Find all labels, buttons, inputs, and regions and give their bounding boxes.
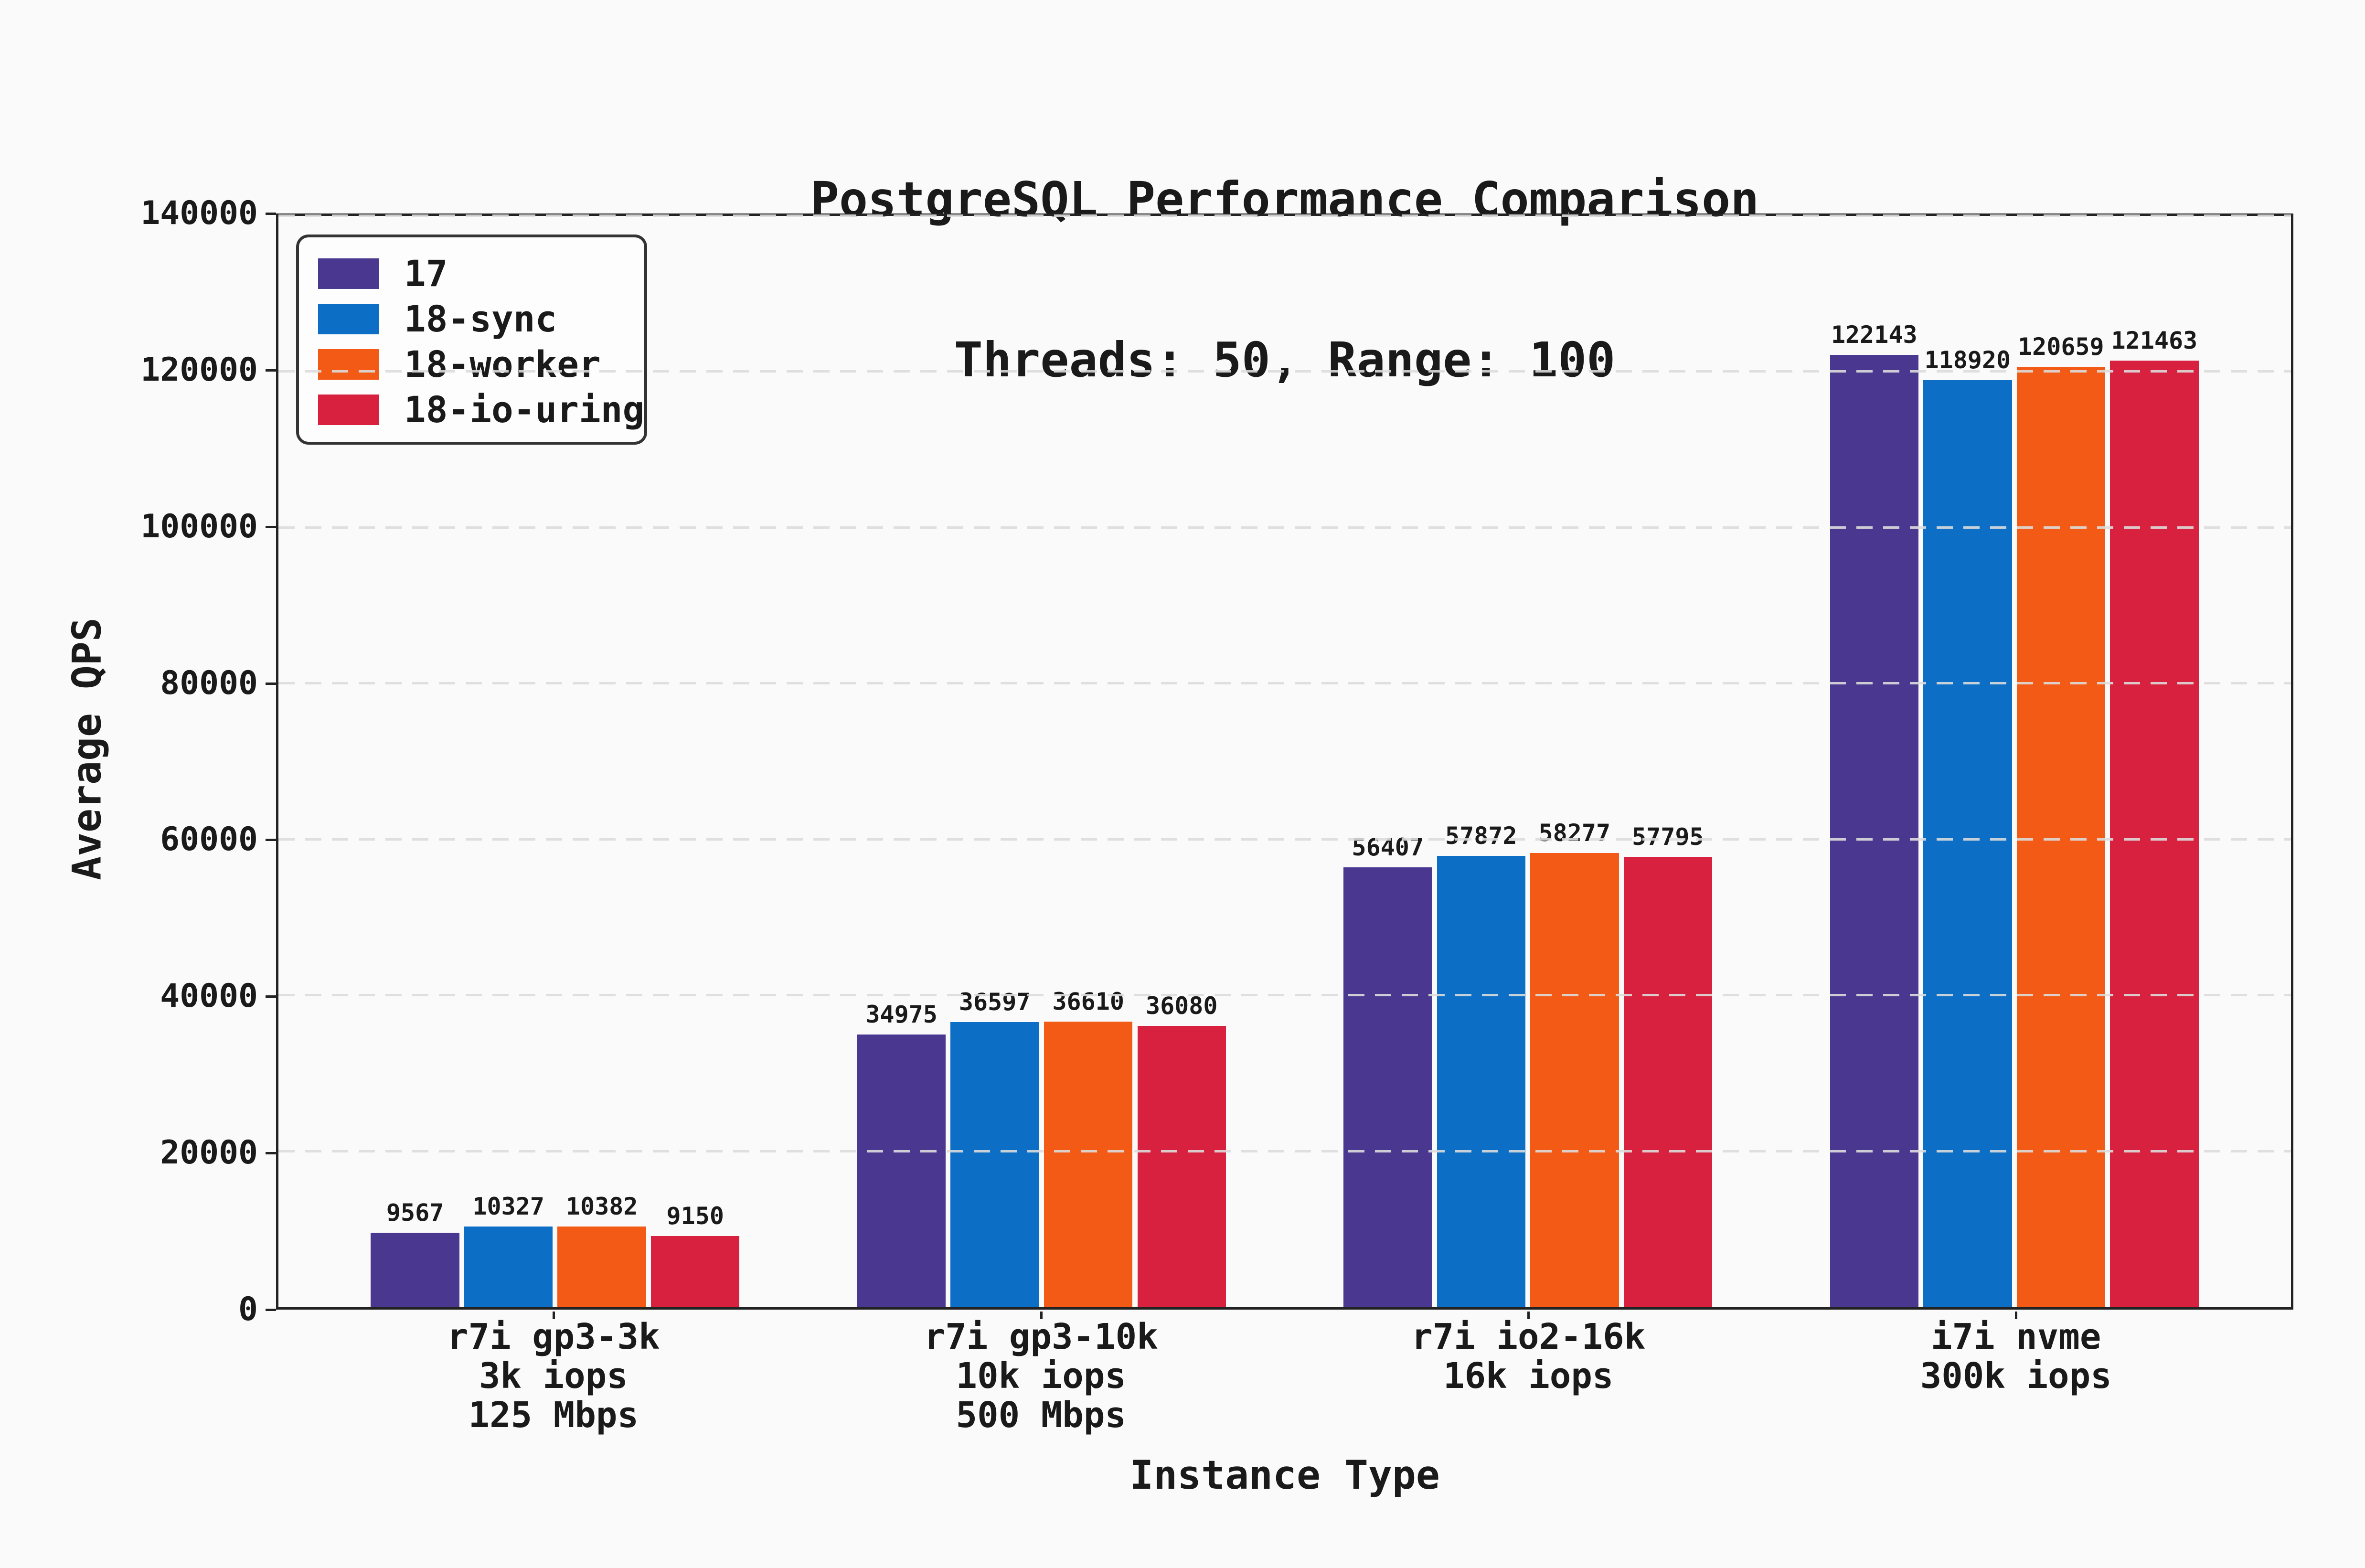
y-tick-mark xyxy=(266,682,276,685)
bar-18-worker-1 xyxy=(1044,1022,1133,1307)
y-tick-label-80000: 80000 xyxy=(160,664,258,702)
bar-value-label: 121463 xyxy=(2111,326,2198,354)
y-tick-label-20000: 20000 xyxy=(160,1134,258,1172)
gridline-140000 xyxy=(278,214,2291,217)
x-tick-mark xyxy=(552,1312,555,1319)
y-tick-label-40000: 40000 xyxy=(160,977,258,1015)
bar-18-sync-3 xyxy=(1923,380,2012,1307)
bar-value-label: 36610 xyxy=(1052,988,1124,1016)
legend-label: 18-sync xyxy=(404,298,557,340)
y-tick-mark xyxy=(266,525,276,528)
bar-17-2 xyxy=(1343,867,1432,1307)
legend-swatch-icon xyxy=(318,258,379,289)
x-category-label-2: r7i io2-16k 16k iops xyxy=(1411,1316,1646,1397)
x-category-label-0: r7i gp3-3k 3k iops 125 Mbps xyxy=(447,1316,660,1436)
bar-value-label: 9567 xyxy=(386,1198,444,1227)
bar-18-sync-2 xyxy=(1437,856,1525,1307)
bar-value-label: 58277 xyxy=(1538,819,1611,847)
x-tick-mark xyxy=(1040,1312,1043,1319)
y-tick-mark xyxy=(266,369,276,372)
x-category-label-1: r7i gp3-10k 10k iops 500 Mbps xyxy=(924,1316,1158,1436)
bar-value-label: 56407 xyxy=(1352,833,1424,862)
legend: 17 18-sync 18-worker 18-io-uring xyxy=(296,235,647,445)
legend-swatch-icon xyxy=(318,303,379,334)
legend-label: 18-io-uring xyxy=(404,388,645,431)
plot-area: 9567 34975 56407 122143 10327 36597 57872 11892… xyxy=(276,213,2293,1310)
x-category-label-3: i7i nvme 300k iops xyxy=(1920,1316,2112,1397)
legend-swatch-icon xyxy=(318,394,379,425)
legend-label: 17 xyxy=(404,252,448,295)
x-axis-title: Instance Type xyxy=(1129,1452,1440,1498)
bar-value-label: 10327 xyxy=(472,1193,544,1221)
bar-18-sync-1 xyxy=(950,1022,1039,1307)
y-tick-mark xyxy=(266,1309,276,1311)
y-tick-mark xyxy=(266,995,276,998)
x-tick-mark xyxy=(1527,1312,1530,1319)
bar-value-label: 118920 xyxy=(1924,346,2011,374)
chart-title-line2: Threads: 50, Range: 100 xyxy=(954,332,1616,388)
legend-label: 18-worker xyxy=(404,343,601,385)
bar-value-label: 10382 xyxy=(565,1192,638,1220)
x-tick-mark xyxy=(2015,1312,2018,1319)
y-tick-label-140000: 140000 xyxy=(140,194,258,232)
bar-17-0 xyxy=(371,1232,459,1307)
bar-18-worker-0 xyxy=(557,1226,646,1307)
y-tick-label-100000: 100000 xyxy=(140,507,258,545)
legend-item-17: 17 xyxy=(318,251,644,296)
bar-value-label: 36597 xyxy=(959,988,1031,1016)
bar-value-label: 122143 xyxy=(1831,321,1918,349)
bar-18-io-uring-2 xyxy=(1623,856,1713,1307)
legend-item-18-sync: 18-sync xyxy=(318,296,644,341)
bar-17-1 xyxy=(857,1035,946,1307)
y-tick-label-120000: 120000 xyxy=(140,351,258,389)
y-tick-mark xyxy=(266,1152,276,1155)
bar-18-io-uring-1 xyxy=(1137,1026,1226,1307)
bar-value-label: 57872 xyxy=(1445,822,1517,850)
bar-18-worker-2 xyxy=(1530,853,1619,1307)
bar-value-label: 34975 xyxy=(865,1001,937,1029)
legend-swatch-icon xyxy=(318,349,379,380)
chart-title-line1: PostgreSQL Performance Comparison xyxy=(810,171,1759,227)
y-tick-mark xyxy=(266,839,276,842)
legend-item-18-io-uring: 18-io-uring xyxy=(318,387,644,432)
bar-18-sync-0 xyxy=(464,1227,553,1307)
chart-title: PostgreSQL Performance Comparison Thread… xyxy=(276,66,2293,494)
bar-18-worker-3 xyxy=(2016,366,2106,1307)
bar-value-label: 36080 xyxy=(1145,992,1218,1020)
bar-value-label: 57795 xyxy=(1632,822,1704,851)
legend-item-18-worker: 18-worker xyxy=(318,341,644,387)
y-tick-label-0: 0 xyxy=(238,1291,258,1328)
bar-value-label: 9150 xyxy=(666,1202,724,1230)
y-tick-label-60000: 60000 xyxy=(160,821,258,859)
bar-value-label: 120659 xyxy=(2018,332,2104,361)
bar-18-io-uring-0 xyxy=(651,1236,740,1307)
y-tick-mark xyxy=(266,213,276,215)
bar-18-io-uring-3 xyxy=(2110,360,2199,1307)
bar-17-3 xyxy=(1830,355,1918,1307)
